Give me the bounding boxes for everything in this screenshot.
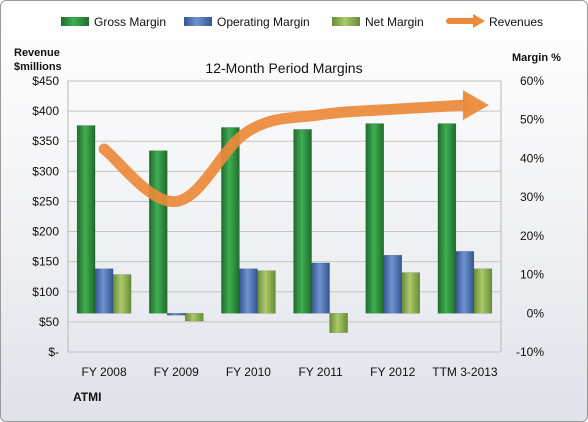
x-tick-label: TTM 3-2013: [432, 365, 498, 379]
left-tick-label: $450: [32, 74, 59, 88]
right-tick-label: 10%: [520, 268, 544, 282]
legend-item-revenues: Revenues: [446, 14, 543, 29]
svg-text:Gross Margin: Gross Margin: [94, 15, 166, 29]
bar-operating-margin: [94, 268, 114, 314]
left-tick-label: $150: [32, 255, 59, 269]
bar-gross-margin: [221, 127, 240, 314]
left-tick-label: $250: [32, 194, 59, 208]
svg-text:Net Margin: Net Margin: [365, 15, 424, 29]
bar-gross-margin: [437, 123, 457, 314]
right-tick-label: 0%: [527, 306, 545, 320]
bar-gross-margin: [293, 129, 312, 314]
left-tick-label: $350: [32, 134, 59, 148]
x-tick-label: FY 2009: [154, 365, 199, 379]
left-axis-title-line1: Revenue: [14, 47, 60, 59]
bar-net-margin: [257, 270, 276, 314]
legend: Gross Margin Operating Margin Net Margin…: [61, 14, 543, 29]
bar-net-margin: [401, 272, 420, 314]
bar-operating-margin: [455, 251, 475, 314]
bar-net-margin: [185, 313, 204, 322]
bar-gross-margin: [365, 123, 384, 314]
bar-net-margin: [473, 268, 493, 314]
svg-text:Revenues: Revenues: [489, 15, 543, 29]
left-tick-label: $100: [32, 285, 59, 299]
x-tick-label: FY 2010: [226, 365, 271, 379]
bar-operating-margin: [239, 268, 258, 314]
chart-title: 12-Month Period Margins: [205, 60, 362, 76]
bar-net-margin: [329, 313, 348, 333]
bar-operating-margin: [311, 262, 330, 314]
right-tick-label: 60%: [520, 74, 544, 88]
left-tick-label: $-: [48, 345, 59, 359]
right-tick-label: 40%: [520, 151, 544, 165]
x-tick-label: FY 2008: [82, 365, 127, 379]
legend-item-gross-margin: Gross Margin: [61, 15, 166, 29]
bar-gross-margin: [149, 150, 168, 314]
right-tick-label: 50%: [520, 113, 544, 127]
revenues-arrowhead: [462, 90, 489, 121]
left-tick-label: $50: [39, 315, 59, 329]
legend-item-net-margin: Net Margin: [332, 15, 424, 29]
plot-area: $- $50 $100 $150 $200 $250 $300 $350 $400 $450 -10…: [32, 74, 544, 379]
company-label: ATMI: [73, 390, 101, 404]
bar-operating-margin: [167, 313, 186, 316]
revenues-line: [98, 99, 471, 207]
legend-item-operating-margin: Operating Margin: [184, 15, 310, 29]
bar-net-margin: [112, 274, 132, 314]
left-tick-label: $300: [32, 164, 59, 178]
left-tick-label: $200: [32, 225, 59, 239]
right-tick-label: -10%: [516, 345, 544, 359]
left-axis-title-line2: $millions: [14, 61, 62, 73]
right-tick-label: 20%: [520, 229, 544, 243]
bar-operating-margin: [383, 254, 402, 314]
right-tick-label: 30%: [520, 190, 544, 204]
svg-text:Operating Margin: Operating Margin: [217, 15, 310, 29]
right-axis-title: Margin %: [512, 52, 561, 64]
x-tick-label: FY 2011: [298, 365, 343, 379]
left-tick-label: $400: [32, 104, 59, 118]
bar-gross-margin: [76, 125, 96, 314]
x-tick-label: FY 2012: [370, 365, 415, 379]
